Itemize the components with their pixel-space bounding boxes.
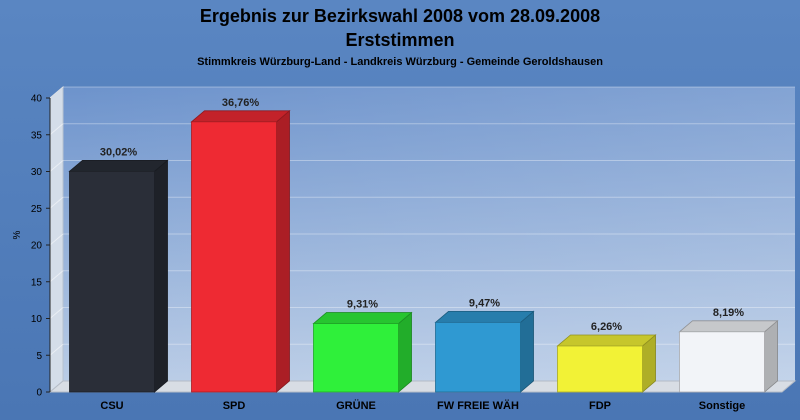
bar-value-label: 6,26% [591,321,622,333]
bar [435,321,521,393]
grid-line-side [49,160,64,172]
bar-top [190,110,291,123]
bar-value-label: 30,02% [100,146,138,158]
grid-line-side [49,343,64,356]
bar-top [312,312,413,324]
y-tick-label: 10 [31,314,43,325]
x-tick-label: GRÜNE [336,399,376,412]
bar [679,331,765,393]
bar-side [764,319,778,393]
bar [69,170,155,393]
y-tick-label: 5 [36,351,42,362]
bar-side [154,159,168,393]
x-tick-label: FW FREIE WÄH [437,399,519,412]
chart-title: Ergebnis zur Bezirkswahl 2008 vom 28.09.… [200,6,600,26]
y-tick-label: 0 [36,388,42,399]
y-tick-label: 30 [31,167,43,178]
x-tick-label: Sonstige [699,400,745,412]
bar-side [520,310,534,393]
grid-line-side [49,123,64,136]
bar [191,121,277,393]
bar-side [276,109,290,393]
bar [313,323,399,393]
x-tick-label: FDP [589,400,611,412]
bar-top [556,334,657,347]
y-tick-label: 15 [31,277,43,288]
y-tick-label: 20 [31,241,43,252]
grid-line-side [49,270,64,283]
chart-title-line2: Erststimmen [345,30,454,50]
bar-top [68,159,169,172]
bar-top [678,320,779,333]
grid-line-side [49,196,64,209]
grid-line-side [49,233,64,246]
y-tick-label: 40 [31,94,43,105]
bar [557,345,643,393]
bar-value-label: 9,31% [347,299,378,311]
bar-side [398,311,412,393]
grid-line-side [49,86,64,99]
bar-value-label: 36,76% [222,97,260,109]
chart-subtitle: Stimmkreis Würzburg-Land - Landkreis Wür… [197,56,603,68]
x-tick-label: SPD [223,400,246,412]
y-tick-label: 35 [31,130,43,141]
bar-value-label: 8,19% [713,307,744,319]
y-tick-label: 25 [31,204,43,215]
y-axis-label: % [12,230,23,239]
x-tick-label: CSU [100,400,123,412]
grid-line-side [49,307,64,319]
bar-value-label: 9,47% [469,297,500,309]
plot-area: 0 5 10 15 20 25 30 35 40 30,02% CSU 36,76% SPD 9,31% G… [31,85,797,412]
bar-top [434,310,535,323]
